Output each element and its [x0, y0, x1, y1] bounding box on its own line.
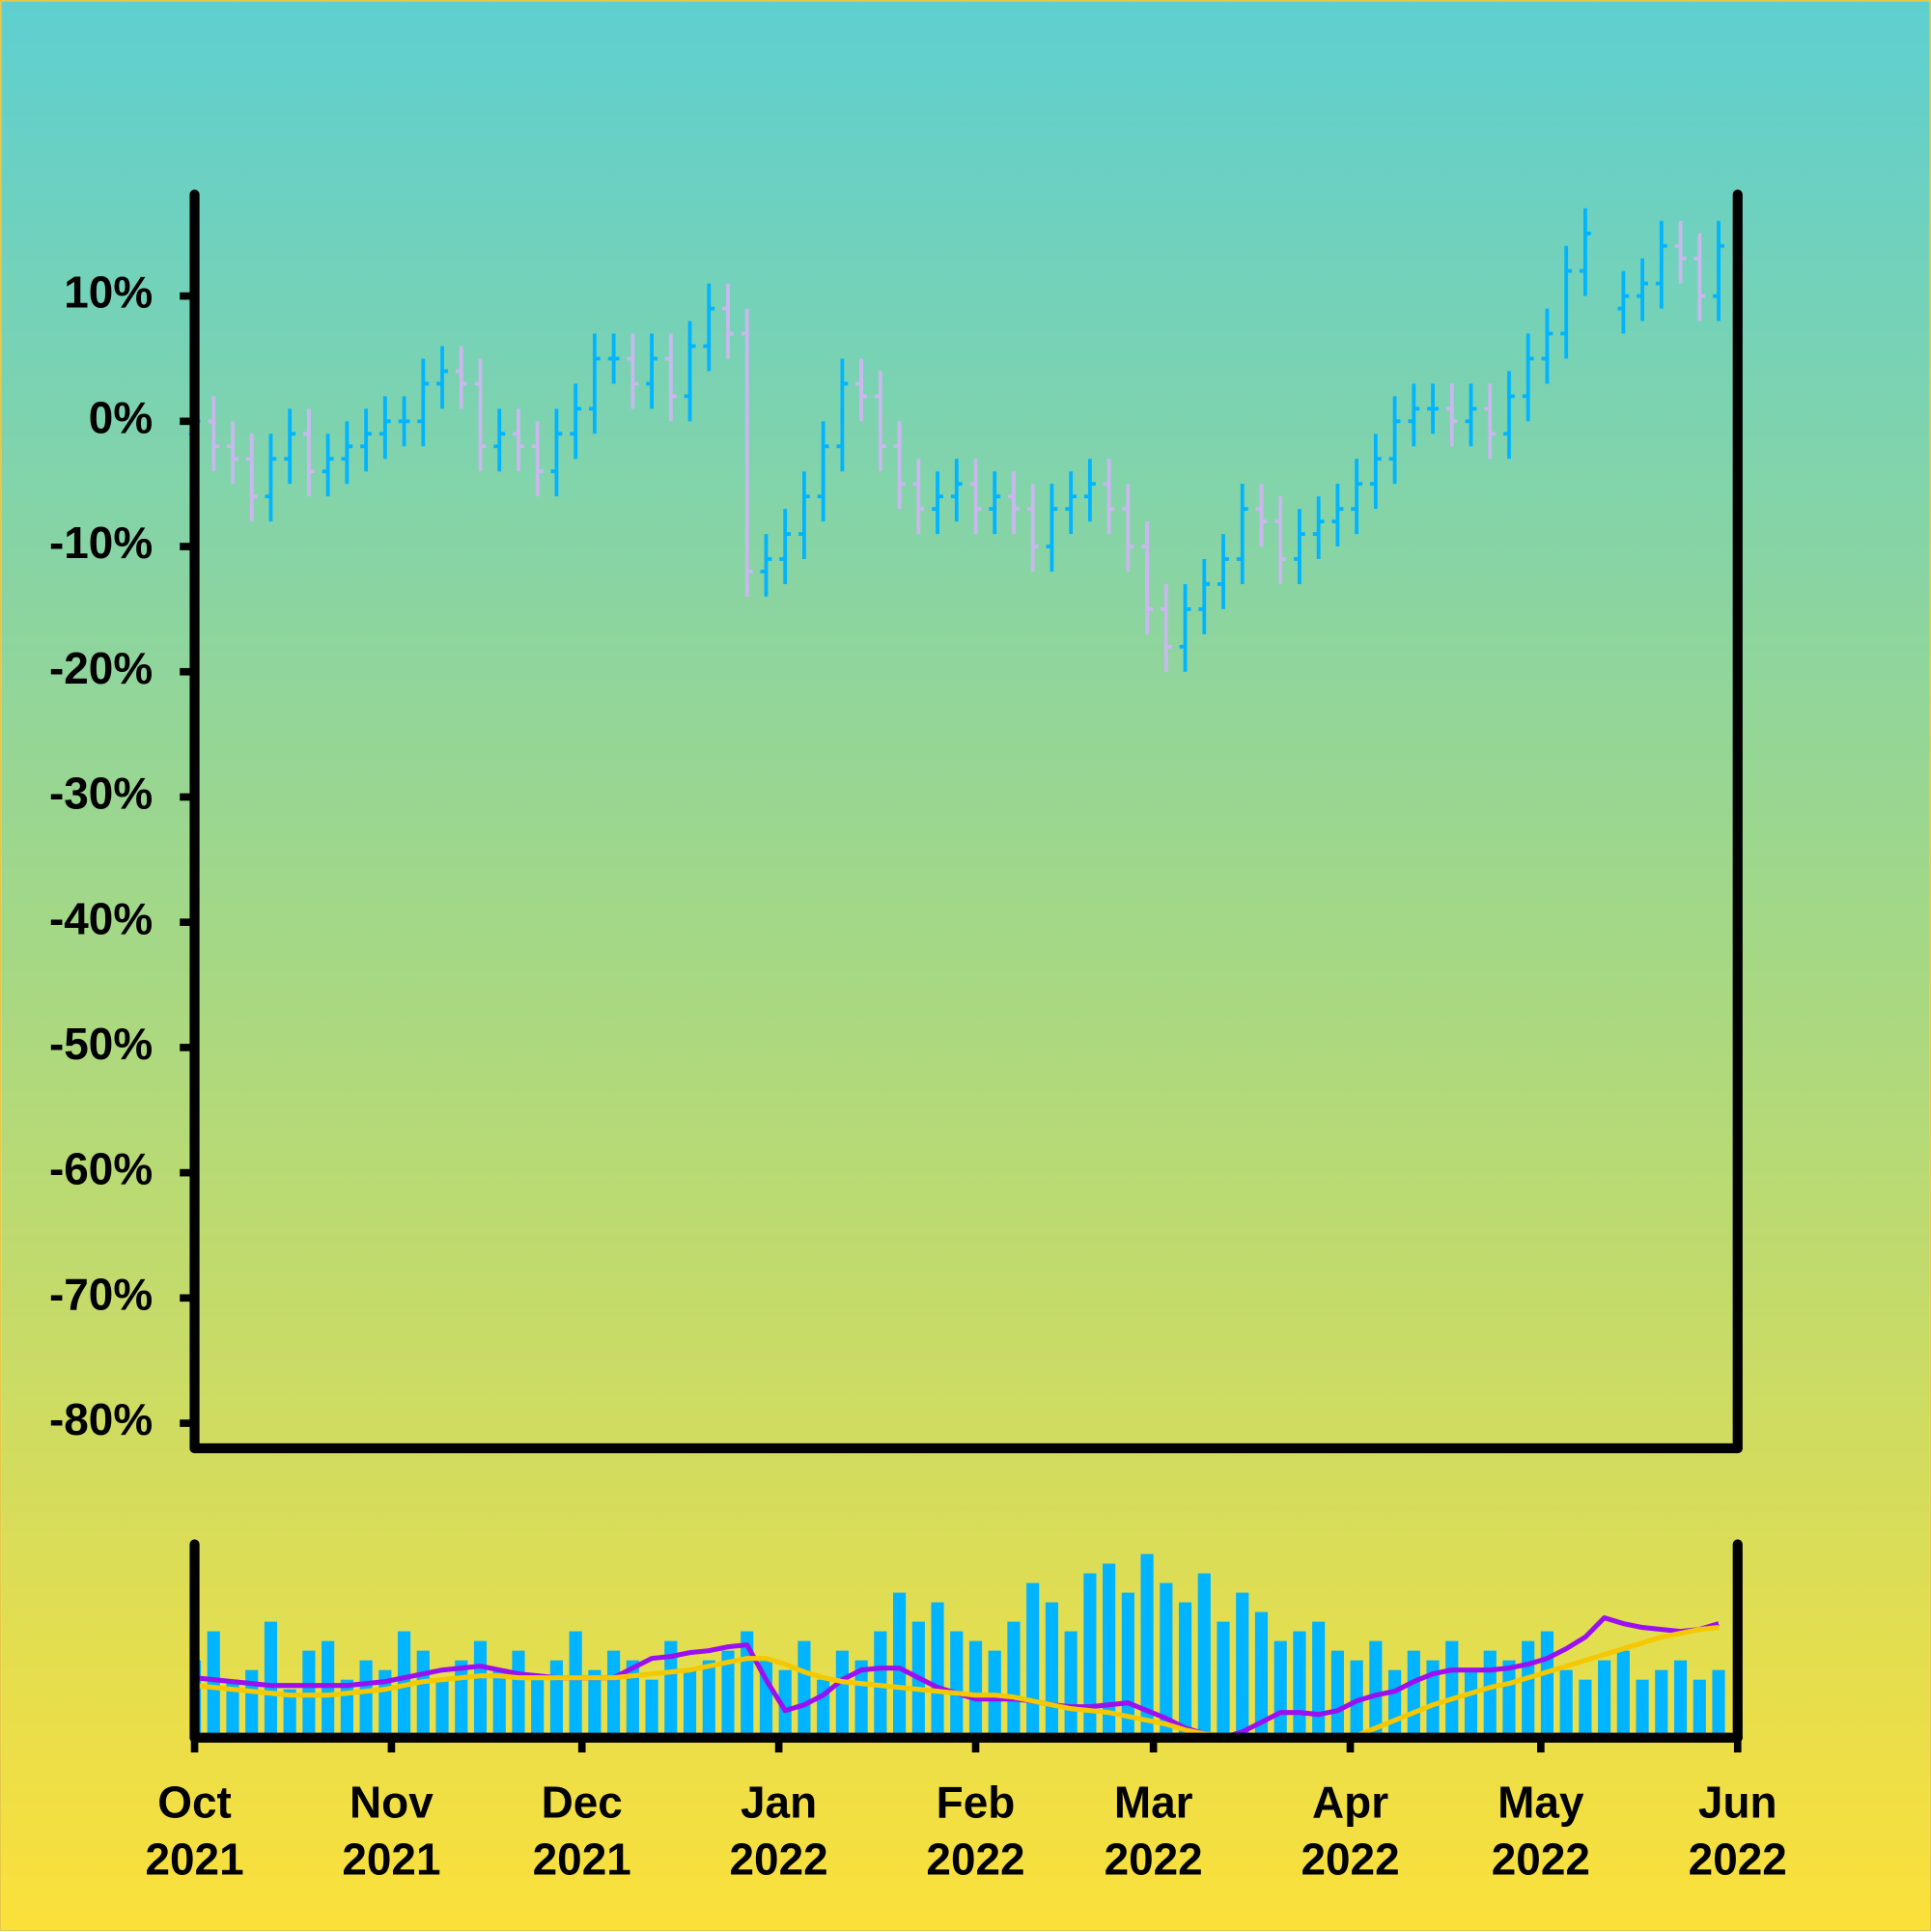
x-tick-label: Jun 2022 [1688, 1777, 1787, 1885]
volume-bar [569, 1631, 582, 1738]
volume-bar [359, 1660, 373, 1738]
y-tick-label: 10% [64, 267, 153, 318]
x-tick-label: Nov 2021 [342, 1777, 441, 1885]
y-tick-label: -50% [49, 1019, 153, 1069]
y-tick-label: -60% [49, 1144, 153, 1194]
volume-bar [1103, 1563, 1116, 1738]
volume-bar [1330, 1650, 1344, 1738]
volume-bar [1083, 1573, 1097, 1738]
volume-bar [1712, 1669, 1725, 1738]
volume-bar [1273, 1640, 1287, 1738]
volume-bar [492, 1669, 506, 1738]
x-tick-label: Oct 2021 [145, 1777, 244, 1885]
volume-bar [1598, 1660, 1611, 1738]
y-tick-label: -20% [49, 643, 153, 693]
y-tick-label: -30% [49, 769, 153, 819]
volume-bar [455, 1660, 468, 1738]
volume-bar [264, 1621, 278, 1738]
volume-bar [931, 1602, 944, 1738]
volume-bar [626, 1660, 639, 1738]
volume-bar [226, 1679, 239, 1738]
volume-bar [207, 1631, 220, 1738]
volume-bar [1064, 1631, 1077, 1738]
y-tick-label: 0% [89, 392, 153, 442]
volume-bar [683, 1669, 697, 1738]
volume-bar [1254, 1611, 1269, 1738]
volume-bar [1293, 1631, 1306, 1738]
volume-bar [1616, 1650, 1630, 1738]
volume-bar [1369, 1640, 1383, 1738]
volume-bar [1045, 1602, 1059, 1738]
x-tick-label: Jan 2022 [729, 1777, 828, 1885]
volume-bar [1522, 1640, 1535, 1738]
volume-bar [512, 1650, 525, 1738]
volume-bar [1693, 1679, 1706, 1738]
volume-bar [664, 1640, 678, 1738]
volume-bar [1445, 1640, 1459, 1738]
volume-bar [1673, 1660, 1688, 1738]
x-tick-label: Mar 2022 [1104, 1777, 1203, 1885]
volume-bar [435, 1679, 449, 1738]
y-tick-label: -10% [49, 518, 153, 568]
volume-bar [1026, 1582, 1040, 1738]
moving-average-line [194, 1625, 1720, 1738]
y-tick-label: -70% [49, 1269, 153, 1319]
volume-bar [1559, 1669, 1573, 1738]
x-tick-label: Apr 2022 [1301, 1777, 1400, 1885]
x-tick-label: Feb 2022 [926, 1777, 1025, 1885]
volume-bar [721, 1650, 735, 1738]
volume-bar [1178, 1602, 1192, 1738]
volume-bar [531, 1679, 545, 1738]
volume-bar [1007, 1621, 1021, 1738]
volume-bar [1217, 1621, 1230, 1738]
volume-bars [194, 1554, 1725, 1738]
volume-bar [607, 1650, 621, 1738]
volume-bar [473, 1640, 488, 1738]
volume-bar [1140, 1554, 1154, 1738]
volume-bar [549, 1660, 563, 1738]
volume-bar [1502, 1660, 1516, 1738]
volume-bar [759, 1660, 773, 1738]
volume-bar [645, 1679, 658, 1738]
volume-bar [1655, 1669, 1668, 1738]
volume-bar [1197, 1573, 1211, 1738]
volume-bar [1388, 1669, 1402, 1738]
x-tick-label: Dec 2021 [532, 1777, 631, 1885]
y-tick-label: -80% [49, 1394, 153, 1444]
volume-bar [968, 1640, 983, 1738]
volume-bar [1426, 1660, 1440, 1738]
volume-bar [245, 1669, 259, 1738]
volume-bar [798, 1640, 811, 1738]
volume-bar [778, 1669, 792, 1738]
volume-bar [893, 1592, 907, 1738]
volume-bar [835, 1650, 849, 1738]
volume-bar [1636, 1679, 1649, 1738]
volume-bar [950, 1631, 964, 1738]
volume-bar [340, 1679, 353, 1738]
volume-bar [322, 1640, 335, 1738]
volume-bar [1483, 1650, 1497, 1738]
volume-bar [854, 1660, 868, 1738]
volume-bar [1312, 1621, 1326, 1738]
volume-bar [1160, 1582, 1173, 1738]
volume-bar [702, 1660, 715, 1738]
volume-bar [588, 1669, 602, 1738]
volume-bar [1579, 1679, 1592, 1738]
volume-bar [283, 1689, 296, 1738]
volume-bar [1540, 1631, 1554, 1738]
volume-bar [1407, 1650, 1420, 1738]
y-tick-label: -40% [49, 893, 153, 943]
volume-bar [1464, 1669, 1478, 1738]
volume-bar [416, 1650, 430, 1738]
volume-bar [1236, 1592, 1249, 1738]
x-tick-label: May 2022 [1491, 1777, 1590, 1885]
